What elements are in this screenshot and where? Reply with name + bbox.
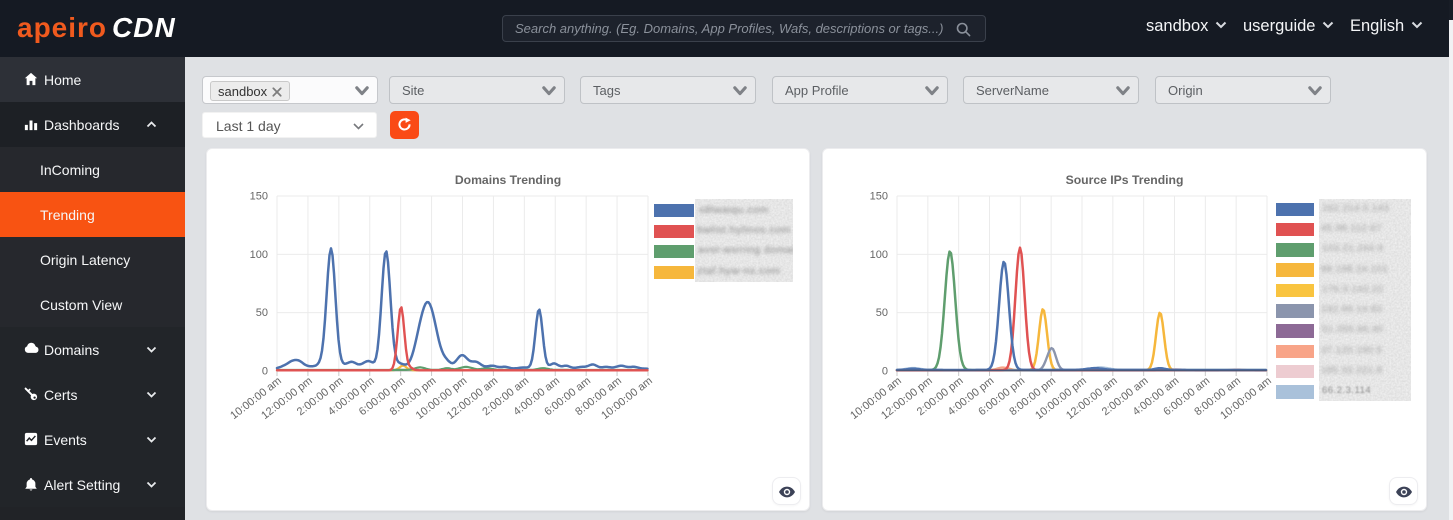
svg-text:100: 100	[870, 249, 888, 261]
svg-text:0: 0	[882, 366, 888, 378]
svg-text:50: 50	[876, 307, 888, 319]
svg-text:10:00:00 am: 10:00:00 am	[848, 375, 904, 422]
svg-text:150: 150	[870, 191, 888, 203]
svg-text:50: 50	[256, 307, 268, 319]
svg-text:0: 0	[262, 366, 268, 378]
svg-text:150: 150	[250, 191, 268, 203]
svg-text:100: 100	[250, 249, 268, 261]
